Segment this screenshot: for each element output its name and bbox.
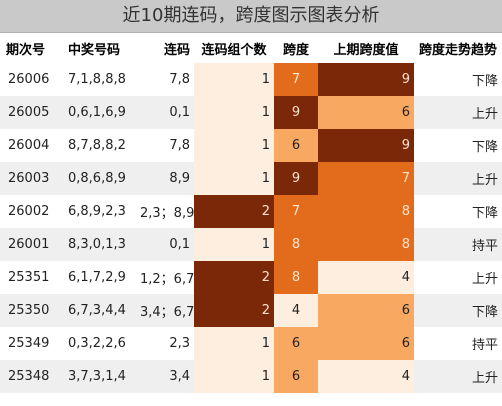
cell-prev-span: 9 (318, 63, 414, 96)
cell-lian: 2,3 (136, 327, 194, 360)
cell-lian: 0,1 (136, 228, 194, 261)
cell-groups: 2 (194, 294, 274, 327)
cell-span: 7 (274, 63, 318, 96)
cell-lian: 3,4；6,7 (136, 294, 194, 327)
cell-groups: 2 (194, 195, 274, 228)
cell-numbers: 8,7,8,8,2 (58, 129, 136, 162)
cell-lian: 8,9 (136, 162, 194, 195)
cell-trend: 上升 (414, 96, 502, 129)
cell-prev-span: 6 (318, 294, 414, 327)
header-lian: 连码 (136, 33, 194, 63)
cell-prev-span: 4 (318, 261, 414, 294)
cell-span: 6 (274, 360, 318, 393)
cell-span: 8 (274, 228, 318, 261)
cell-issue: 26005 (0, 96, 58, 129)
table-row: 25350 6,7,3,4,4 3,4；6,7 2 4 6 下降 (0, 294, 502, 327)
cell-numbers: 3,7,3,1,4 (58, 360, 136, 393)
header-groups: 连码组个数 (194, 33, 274, 63)
cell-issue: 25348 (0, 360, 58, 393)
cell-span: 9 (274, 96, 318, 129)
cell-lian: 7,8 (136, 129, 194, 162)
cell-groups: 1 (194, 228, 274, 261)
cell-trend: 下降 (414, 63, 502, 96)
cell-span: 6 (274, 129, 318, 162)
table-row: 26003 0,8,6,8,9 8,9 1 9 7 上升 (0, 162, 502, 195)
cell-trend: 持平 (414, 327, 502, 360)
page-title: 近10期连码，跨度图示图表分析 (0, 0, 502, 33)
cell-issue: 26004 (0, 129, 58, 162)
cell-issue: 26003 (0, 162, 58, 195)
cell-numbers: 6,7,3,4,4 (58, 294, 136, 327)
cell-prev-span: 6 (318, 96, 414, 129)
cell-numbers: 0,8,6,8,9 (58, 162, 136, 195)
cell-issue: 26006 (0, 63, 58, 96)
cell-prev-span: 8 (318, 195, 414, 228)
table-header-row: 期次号 中奖号码 连码 连码组个数 跨度 上期跨度值 跨度走势趋势 (0, 33, 502, 63)
cell-issue: 26002 (0, 195, 58, 228)
table-row: 26004 8,7,8,8,2 7,8 1 6 9 下降 (0, 129, 502, 162)
cell-lian: 0,1 (136, 96, 194, 129)
cell-lian: 2,3；8,9 (136, 195, 194, 228)
cell-trend: 下降 (414, 294, 502, 327)
table-row: 26002 6,8,9,2,3 2,3；8,9 2 7 8 下降 (0, 195, 502, 228)
cell-groups: 1 (194, 96, 274, 129)
cell-trend: 下降 (414, 195, 502, 228)
cell-issue: 25349 (0, 327, 58, 360)
cell-trend: 上升 (414, 360, 502, 393)
cell-prev-span: 9 (318, 129, 414, 162)
cell-lian: 7,8 (136, 63, 194, 96)
table-row: 26006 7,1,8,8,8 7,8 1 7 9 下降 (0, 63, 502, 96)
header-span: 跨度 (274, 33, 318, 63)
table-row: 26005 0,6,1,6,9 0,1 1 9 6 上升 (0, 96, 502, 129)
cell-numbers: 6,1,7,2,9 (58, 261, 136, 294)
cell-prev-span: 7 (318, 162, 414, 195)
table-row: 25351 6,1,7,2,9 1,2；6,7 2 8 4 上升 (0, 261, 502, 294)
cell-groups: 1 (194, 162, 274, 195)
cell-span: 8 (274, 261, 318, 294)
cell-trend: 下降 (414, 129, 502, 162)
cell-trend: 持平 (414, 228, 502, 261)
cell-numbers: 0,3,2,2,6 (58, 327, 136, 360)
cell-issue: 25351 (0, 261, 58, 294)
table-row: 25348 3,7,3,1,4 3,4 1 6 4 上升 (0, 360, 502, 393)
cell-numbers: 0,6,1,6,9 (58, 96, 136, 129)
header-trend: 跨度走势趋势 (414, 33, 502, 63)
cell-groups: 1 (194, 327, 274, 360)
cell-groups: 2 (194, 261, 274, 294)
table-row: 26001 8,3,0,1,3 0,1 1 8 8 持平 (0, 228, 502, 261)
table-body: 26006 7,1,8,8,8 7,8 1 7 9 下降 26005 0,6,1,6,9 0,1 1… (0, 63, 502, 393)
cell-lian: 1,2；6,7 (136, 261, 194, 294)
header-issue: 期次号 (0, 33, 58, 63)
cell-numbers: 6,8,9,2,3 (58, 195, 136, 228)
span-analysis-table: 期次号 中奖号码 连码 连码组个数 跨度 上期跨度值 跨度走势趋势 26006 7… (0, 33, 502, 393)
cell-span: 7 (274, 195, 318, 228)
header-numbers: 中奖号码 (58, 33, 136, 63)
cell-groups: 1 (194, 129, 274, 162)
cell-lian: 3,4 (136, 360, 194, 393)
cell-numbers: 8,3,0,1,3 (58, 228, 136, 261)
cell-groups: 1 (194, 360, 274, 393)
cell-span: 6 (274, 327, 318, 360)
cell-span: 9 (274, 162, 318, 195)
header-prev-span: 上期跨度值 (318, 33, 414, 63)
cell-prev-span: 4 (318, 360, 414, 393)
cell-numbers: 7,1,8,8,8 (58, 63, 136, 96)
cell-prev-span: 8 (318, 228, 414, 261)
cell-issue: 25350 (0, 294, 58, 327)
table-row: 25349 0,3,2,2,6 2,3 1 6 6 持平 (0, 327, 502, 360)
cell-trend: 上升 (414, 261, 502, 294)
cell-span: 4 (274, 294, 318, 327)
cell-issue: 26001 (0, 228, 58, 261)
cell-prev-span: 6 (318, 327, 414, 360)
cell-groups: 1 (194, 63, 274, 96)
cell-trend: 上升 (414, 162, 502, 195)
